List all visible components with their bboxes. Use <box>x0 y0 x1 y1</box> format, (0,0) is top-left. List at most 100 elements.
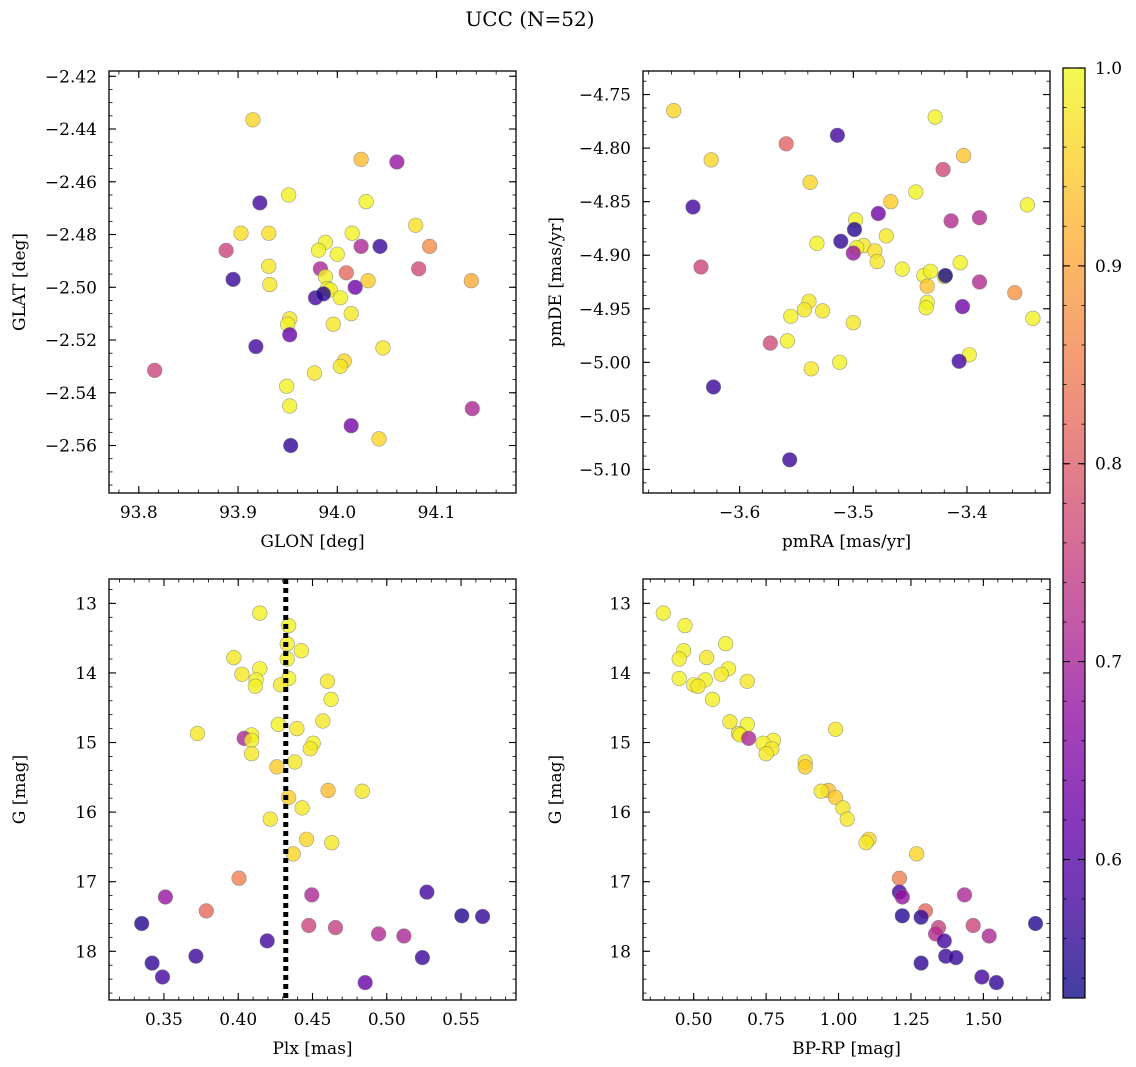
data-point <box>252 605 268 621</box>
data-point <box>779 333 796 349</box>
data-point <box>685 199 701 215</box>
data-point <box>294 800 310 816</box>
data-point <box>233 225 249 241</box>
data-point <box>845 245 861 261</box>
data-point <box>134 915 150 932</box>
data-point <box>813 783 829 799</box>
data-point <box>783 308 799 324</box>
data-point <box>344 225 360 241</box>
data-point <box>739 673 755 689</box>
data-point <box>677 617 693 634</box>
data-point <box>310 242 327 258</box>
y-tick-label: −2.42 <box>45 67 97 87</box>
x-tick-label: 94.1 <box>418 503 456 523</box>
x-tick-label: 0.50 <box>675 1010 713 1030</box>
data-point <box>299 831 315 847</box>
y-tick-label: 17 <box>609 873 631 893</box>
data-point <box>699 649 715 666</box>
x-axis-label: Plx [mas] <box>272 1039 352 1059</box>
data-point <box>324 835 340 851</box>
data-point <box>154 969 171 985</box>
x-tick-label: 0.75 <box>747 1010 785 1030</box>
data-point <box>144 955 160 971</box>
data-point <box>943 213 959 229</box>
data-point <box>671 651 687 667</box>
data-point <box>722 714 738 730</box>
data-point <box>782 452 798 468</box>
data-point <box>396 928 412 944</box>
y-tick-label: −4.85 <box>579 193 631 213</box>
y-tick-label: 18 <box>75 942 97 962</box>
data-point <box>389 154 405 170</box>
data-point <box>951 353 967 369</box>
colorbar-gradient <box>1062 67 1086 999</box>
data-point <box>414 949 431 966</box>
y-tick-label: 14 <box>75 664 97 684</box>
data-point <box>891 870 908 886</box>
data-point <box>332 290 348 306</box>
data-point <box>948 949 964 966</box>
data-point <box>1019 197 1035 213</box>
y-tick-label: 15 <box>75 734 97 754</box>
y-tick-label: 18 <box>609 942 631 962</box>
data-point <box>802 174 818 190</box>
data-point <box>797 759 813 775</box>
y-tick-label: 13 <box>75 594 97 614</box>
data-point <box>693 259 709 275</box>
data-point <box>758 746 774 762</box>
colorbar-tick-label: 0.6 <box>1095 850 1122 870</box>
plot-area <box>134 579 491 1000</box>
data-point <box>829 127 846 143</box>
data-point <box>419 884 435 900</box>
data-point <box>713 666 729 682</box>
data-point <box>883 194 899 210</box>
data-point <box>894 889 910 905</box>
data-point <box>283 437 299 454</box>
data-point <box>796 302 813 318</box>
data-point <box>954 299 971 315</box>
data-point <box>188 948 204 964</box>
data-point <box>293 643 310 659</box>
x-axis-label: GLON [deg] <box>260 532 364 552</box>
data-point <box>704 691 721 708</box>
data-point <box>259 933 275 949</box>
data-point <box>454 908 470 924</box>
plot-area <box>147 112 480 454</box>
y-tick-label: 16 <box>609 803 631 823</box>
data-point <box>778 136 794 152</box>
data-point <box>279 378 295 394</box>
colorbar-tick-label: 1.0 <box>1095 59 1122 79</box>
data-point <box>281 187 297 203</box>
data-point <box>218 242 234 258</box>
data-point <box>231 870 247 886</box>
data-point <box>304 887 320 903</box>
y-tick-label: −4.80 <box>579 139 631 159</box>
data-point <box>955 148 972 164</box>
data-point <box>655 605 671 621</box>
y-tick-label: −4.75 <box>579 86 631 106</box>
data-point <box>952 255 968 271</box>
y-tick-label: −5.05 <box>579 407 631 427</box>
data-point <box>245 112 261 128</box>
data-point <box>261 225 277 241</box>
data-point <box>690 678 706 694</box>
data-point <box>762 335 778 351</box>
data-point <box>281 617 297 634</box>
x-tick-label: −3.4 <box>946 503 987 523</box>
data-point <box>705 379 722 395</box>
data-point <box>814 303 831 319</box>
data-point <box>244 732 260 749</box>
data-point <box>329 246 345 262</box>
panel-proper-motion: −3.6 −3.5 −3.4 −4.75 −4.80 −4.85 −4.90 −4.95 −5.… <box>546 70 1051 552</box>
y-tick-label: −2.50 <box>45 278 97 298</box>
data-point <box>247 678 263 694</box>
data-point <box>371 431 387 447</box>
data-point <box>262 811 278 827</box>
x-tick-label: −3.6 <box>719 503 760 523</box>
y-tick-label: −2.46 <box>45 173 97 193</box>
y-tick-label: −2.56 <box>45 437 97 457</box>
y-tick-label: −4.95 <box>579 300 631 320</box>
data-point <box>927 109 943 125</box>
data-point <box>147 362 163 379</box>
x-tick-label: 93.9 <box>219 503 257 523</box>
